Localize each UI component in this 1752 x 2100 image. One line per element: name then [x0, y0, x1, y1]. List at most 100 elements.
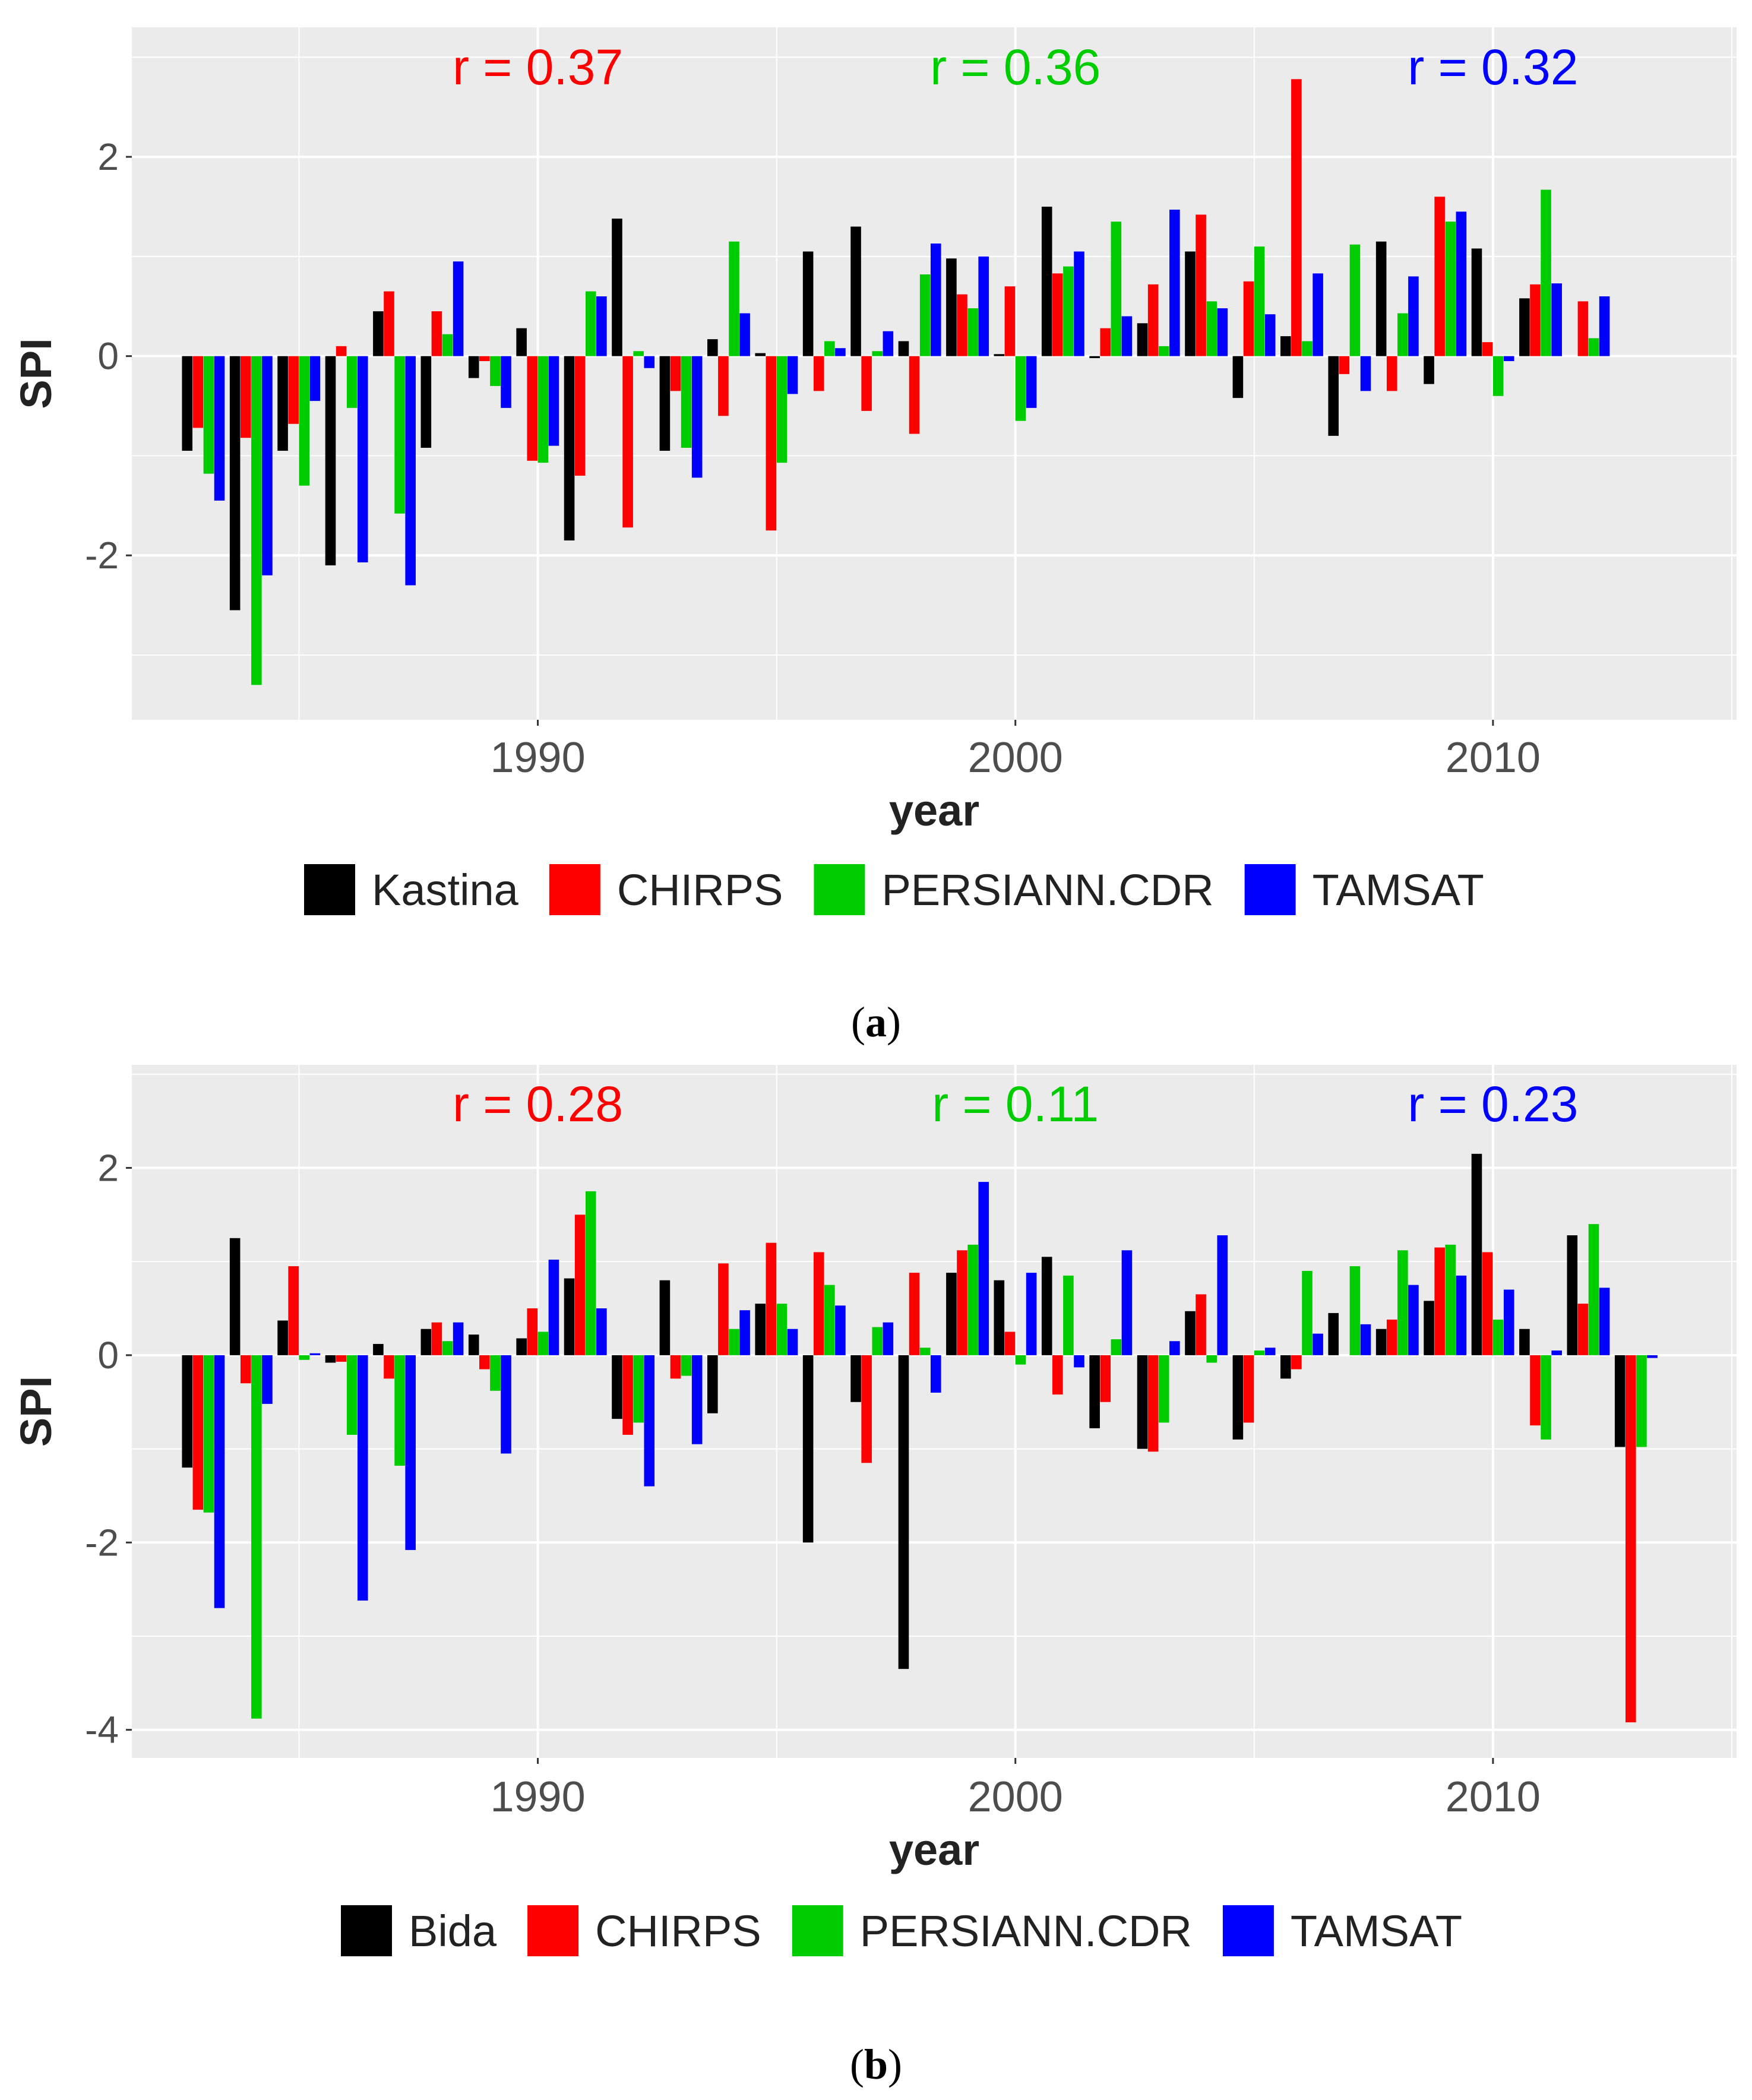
bar [883, 331, 894, 356]
bar [1636, 1355, 1647, 1447]
bar [1217, 308, 1228, 356]
series-chirps [192, 1215, 1636, 1723]
bar [1169, 210, 1180, 356]
bar [1530, 1355, 1541, 1426]
bar [1482, 1252, 1493, 1355]
bar [1360, 1324, 1371, 1355]
x-tick-label: 2000 [968, 1773, 1063, 1821]
bar [357, 356, 368, 562]
bar [691, 1355, 703, 1444]
bar [729, 1329, 739, 1355]
x-axis-title: year [889, 786, 979, 835]
bar [766, 356, 777, 531]
bar [909, 1273, 920, 1355]
bar [1519, 1329, 1530, 1355]
bar [824, 1285, 835, 1355]
bar [994, 354, 1005, 356]
bar [1445, 1244, 1456, 1355]
bar [431, 1322, 442, 1355]
bar [1386, 1319, 1397, 1355]
bar [1339, 356, 1350, 374]
bar [612, 1355, 622, 1419]
bar [978, 256, 989, 356]
x-tick-label: 1990 [490, 734, 585, 782]
bar [548, 356, 559, 446]
bar [1588, 1224, 1599, 1355]
y-tick-label: 2 [97, 1146, 119, 1189]
bar [1541, 1355, 1551, 1440]
bar [262, 1355, 273, 1404]
bar [357, 1355, 368, 1601]
bar [1089, 356, 1100, 358]
bar [299, 1355, 310, 1360]
bar [490, 1355, 501, 1391]
bar [1169, 1341, 1180, 1355]
bar [1625, 1355, 1636, 1723]
series-chirps [192, 79, 1589, 531]
bar [766, 1242, 777, 1355]
bar [1280, 336, 1291, 356]
bar [203, 1355, 214, 1513]
legend-swatch [527, 1905, 579, 1956]
bar [453, 261, 464, 356]
bar [1100, 328, 1111, 356]
y-tick-label: -4 [85, 1709, 119, 1751]
panel-a: 2 0 -2 1990 2000 2010 year SPI r = 0.37 r = 0.36 r… [11, 27, 1737, 1046]
bar [644, 1355, 655, 1487]
bar [1456, 211, 1467, 356]
bar [373, 311, 384, 356]
bar [537, 356, 549, 463]
bar [1349, 1266, 1361, 1355]
bar [309, 1353, 321, 1355]
bar [1434, 1247, 1445, 1355]
bar [707, 339, 718, 356]
bar [490, 356, 501, 386]
bar [872, 351, 883, 356]
bar [564, 356, 575, 541]
bar [384, 291, 394, 356]
y-axis-title: SPI [11, 338, 61, 409]
bar [1313, 273, 1323, 356]
bar [1041, 1257, 1052, 1355]
bar [288, 1266, 299, 1355]
bar [787, 356, 798, 394]
legend-label: PERSIANN.CDR [860, 1906, 1192, 1956]
legend-label: CHIRPS [617, 865, 783, 915]
caption-open: ( [850, 2041, 864, 2088]
bar [251, 1355, 262, 1719]
bar [898, 341, 909, 356]
bar [1121, 316, 1133, 356]
bar [309, 356, 321, 401]
legend-label: Kastina [372, 865, 519, 915]
bar [1185, 1311, 1196, 1355]
bar [1137, 323, 1148, 356]
bar [1052, 273, 1063, 356]
legend-swatch [341, 1905, 392, 1956]
bar [1599, 296, 1610, 356]
bar [1397, 313, 1408, 356]
bar [946, 258, 957, 356]
bar [946, 1273, 957, 1355]
bar [755, 353, 766, 356]
series-tamsat [214, 210, 1610, 586]
bar [861, 1355, 872, 1463]
bar [1397, 1250, 1408, 1355]
bar [1599, 1288, 1610, 1355]
bar [670, 356, 681, 391]
bar [957, 1250, 967, 1355]
bar [691, 356, 703, 478]
bar [1254, 246, 1265, 356]
y-tick-label: 2 [97, 135, 119, 178]
bar [1360, 356, 1371, 391]
bar [325, 356, 336, 565]
x-tick-label: 2000 [968, 734, 1063, 782]
bar [670, 1355, 681, 1379]
bar [872, 1327, 883, 1355]
bar [1063, 266, 1074, 356]
bar [633, 351, 644, 356]
legend-swatch [549, 864, 600, 915]
bar [1375, 1329, 1387, 1355]
bar [1137, 1355, 1148, 1449]
bar [909, 356, 920, 434]
bar [394, 356, 405, 514]
